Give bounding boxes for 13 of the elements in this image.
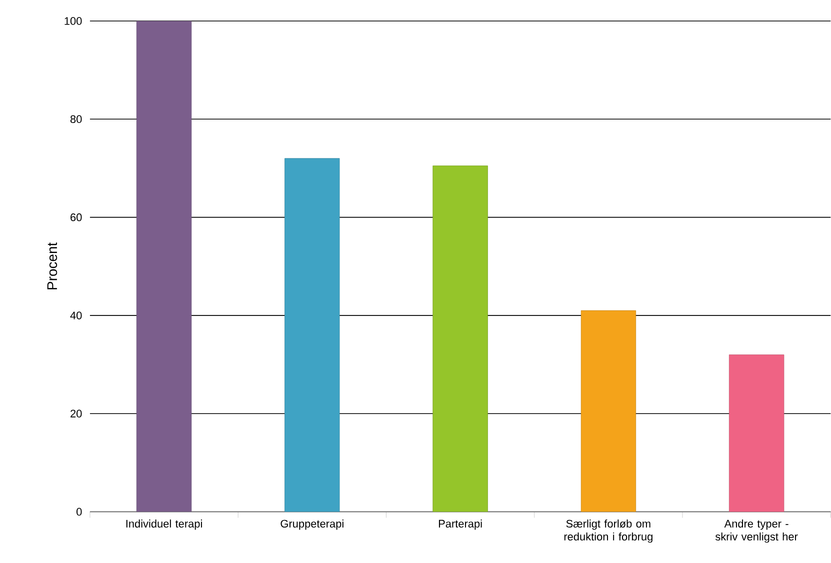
y-tick-label: 80 bbox=[70, 115, 82, 124]
y-tick-label: 60 bbox=[70, 214, 82, 222]
y-tick-label: 0 bbox=[76, 508, 82, 516]
y-axis-title: Procent bbox=[47, 242, 58, 290]
x-tick-label: Gruppeterapi bbox=[280, 520, 344, 530]
x-tick-label: Parterapi bbox=[438, 520, 482, 530]
x-tick-label: Individuel terapi bbox=[126, 520, 202, 530]
x-tick-label: Særligt forløb om reduktion i forbrug bbox=[564, 520, 652, 543]
y-tick-label: 40 bbox=[70, 312, 82, 320]
bar bbox=[136, 21, 192, 512]
x-tick-label: Andre typer - skriv venligst her bbox=[715, 520, 798, 543]
y-tick-label: 20 bbox=[70, 410, 82, 418]
y-tick-label: 100 bbox=[64, 17, 82, 25]
